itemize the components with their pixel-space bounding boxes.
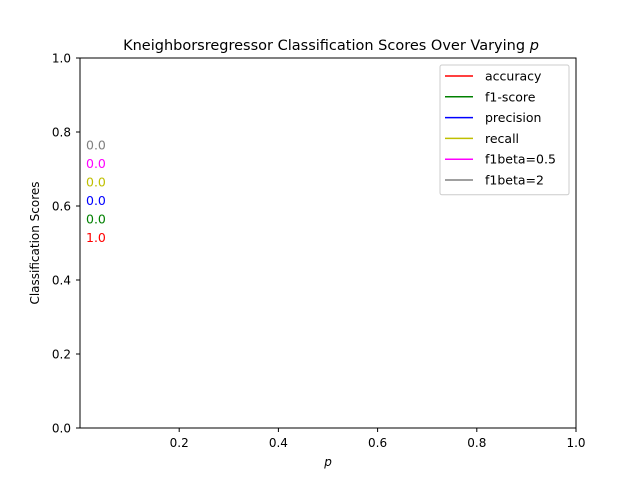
legend-label-recall: recall: [485, 131, 519, 146]
x-tick-label: 0.4: [269, 436, 288, 450]
plot-frame: [79, 57, 577, 429]
y-tick-label: 0.8: [52, 126, 71, 140]
y-axis-label: Classification Scores: [28, 181, 42, 304]
x-tick-label: 1.0: [566, 436, 585, 450]
legend-label-precision: precision: [485, 110, 541, 125]
y-tick-label: 0.4: [52, 274, 71, 288]
legend: accuracy f1-score precision recall f1beta=0.…: [439, 64, 570, 196]
legend-label-f1beta=2: f1beta=2: [485, 173, 544, 188]
legend-label-f1beta=0.5: f1beta=0.5: [485, 152, 556, 167]
x-tick-label: 0.2: [170, 436, 189, 450]
y-tick-label: 0.6: [52, 200, 71, 214]
value-label-f1beta=0.5: 0.0: [86, 156, 106, 171]
value-label-f1beta=2: 0.0: [86, 138, 106, 153]
y-tick-label: 1.0: [52, 52, 71, 66]
chart-title: Kneighborsregressor Classification Score…: [123, 38, 539, 54]
x-tick-label: 0.6: [368, 436, 387, 450]
value-label-accuracy: 1.0: [86, 230, 106, 245]
value-label-precision: 0.0: [86, 193, 106, 208]
legend-label-f1-score: f1-score: [485, 89, 536, 104]
legend-label-accuracy: accuracy: [485, 69, 542, 84]
value-label-recall: 0.0: [86, 175, 106, 190]
x-axis-label: p: [323, 455, 332, 469]
value-labels: 1.0 0.0 0.0 0.0 0.0 0.0: [86, 138, 106, 246]
value-label-f1-score: 0.0: [86, 212, 106, 227]
y-axis-ticks: 0.0 0.2 0.4 0.6 0.8 1.0: [52, 52, 80, 436]
y-tick-label: 0.2: [52, 348, 71, 362]
y-tick-label: 0.0: [52, 422, 71, 436]
x-tick-label: 0.8: [467, 436, 486, 450]
x-axis-ticks: 0.2 0.4 0.6 0.8 1.0: [170, 428, 586, 450]
